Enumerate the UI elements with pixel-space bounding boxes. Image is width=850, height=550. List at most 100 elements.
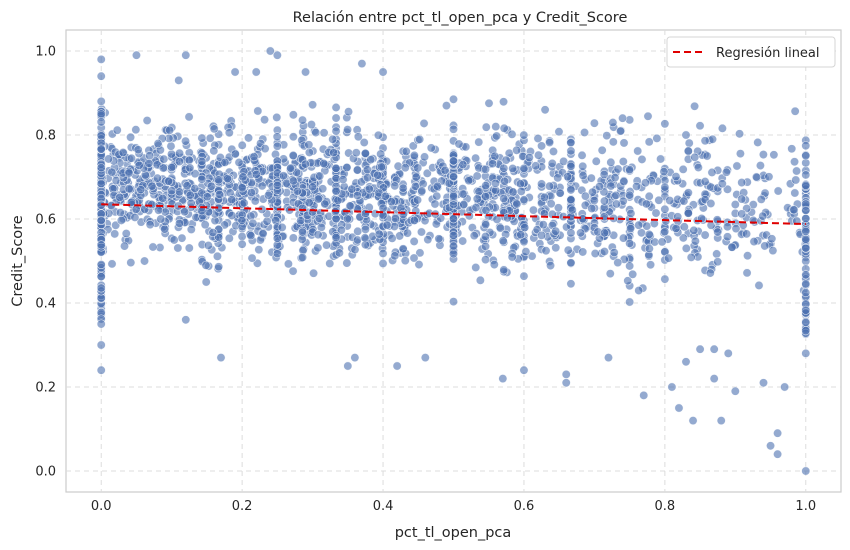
- data-point: [708, 134, 718, 144]
- data-point: [700, 230, 710, 240]
- data-point: [519, 195, 529, 205]
- data-point: [717, 179, 727, 189]
- data-point: [96, 117, 106, 127]
- data-point: [238, 172, 248, 182]
- data-point: [611, 190, 621, 200]
- data-point: [608, 118, 618, 128]
- data-point: [345, 201, 355, 211]
- data-point: [409, 236, 419, 246]
- data-point: [730, 386, 740, 396]
- data-point: [659, 167, 669, 177]
- data-point: [177, 233, 187, 243]
- data-point: [181, 136, 191, 146]
- data-point: [609, 247, 619, 257]
- data-point: [131, 125, 141, 135]
- data-point: [158, 193, 168, 203]
- data-point: [616, 126, 626, 136]
- data-point: [566, 146, 576, 156]
- data-point: [641, 199, 651, 209]
- data-point: [96, 144, 106, 154]
- data-point: [472, 194, 482, 204]
- data-point: [185, 163, 195, 173]
- data-point: [481, 122, 491, 132]
- data-point: [512, 199, 522, 209]
- data-point: [300, 159, 310, 169]
- data-point: [625, 165, 635, 175]
- data-point: [145, 151, 155, 161]
- data-point: [444, 178, 454, 188]
- data-point: [801, 256, 811, 266]
- data-point: [458, 189, 468, 199]
- data-point: [489, 260, 499, 270]
- data-point: [197, 133, 207, 143]
- data-point: [448, 172, 458, 182]
- data-point: [395, 101, 405, 111]
- data-point: [561, 369, 571, 379]
- data-point: [732, 161, 742, 171]
- data-point: [306, 120, 316, 130]
- data-point: [237, 231, 247, 241]
- data-point: [448, 124, 458, 134]
- data-point: [167, 149, 177, 159]
- data-point: [96, 179, 106, 189]
- data-point: [409, 150, 419, 160]
- data-point: [546, 261, 556, 271]
- x-tick-label: 1.0: [795, 499, 816, 514]
- data-point: [538, 220, 548, 230]
- data-point: [208, 228, 218, 238]
- data-point: [344, 107, 354, 117]
- data-point: [737, 209, 747, 219]
- data-point: [190, 184, 200, 194]
- data-point: [390, 181, 400, 191]
- data-point: [331, 186, 341, 196]
- data-point: [395, 231, 405, 241]
- data-point: [801, 180, 811, 190]
- data-point: [175, 218, 185, 228]
- data-point: [599, 228, 609, 238]
- x-axis-label: pct_tl_open_pca: [395, 525, 512, 541]
- data-point: [665, 196, 675, 206]
- data-point: [350, 353, 360, 363]
- data-point: [464, 176, 474, 186]
- data-point: [652, 133, 662, 143]
- data-point: [131, 50, 141, 60]
- data-point: [599, 212, 609, 222]
- data-point: [633, 146, 643, 156]
- data-point: [625, 190, 635, 200]
- data-point: [637, 154, 647, 164]
- data-point: [507, 129, 517, 139]
- data-point: [490, 151, 500, 161]
- data-point: [248, 218, 258, 228]
- data-point: [521, 247, 531, 257]
- data-point: [304, 140, 314, 150]
- data-point: [247, 253, 257, 263]
- data-point: [408, 141, 418, 151]
- data-point: [599, 247, 609, 257]
- data-point: [606, 157, 616, 167]
- data-point: [148, 242, 158, 252]
- data-point: [626, 208, 636, 218]
- data-point: [646, 260, 656, 270]
- data-point: [606, 181, 616, 191]
- data-point: [801, 151, 811, 161]
- data-point: [481, 192, 491, 202]
- data-point: [618, 157, 628, 167]
- data-point: [707, 167, 717, 177]
- data-point: [333, 195, 343, 205]
- data-point: [96, 283, 106, 293]
- data-point: [722, 184, 732, 194]
- data-point: [690, 101, 700, 111]
- data-point: [184, 155, 194, 165]
- data-point: [420, 353, 430, 363]
- data-point: [362, 173, 372, 183]
- data-point: [625, 238, 635, 248]
- data-point: [499, 97, 509, 107]
- data-point: [398, 183, 408, 193]
- data-point: [448, 156, 458, 166]
- data-point: [722, 232, 732, 242]
- data-point: [671, 223, 681, 233]
- data-point: [681, 357, 691, 367]
- data-point: [481, 241, 491, 251]
- data-point: [705, 268, 715, 278]
- data-point: [603, 353, 613, 363]
